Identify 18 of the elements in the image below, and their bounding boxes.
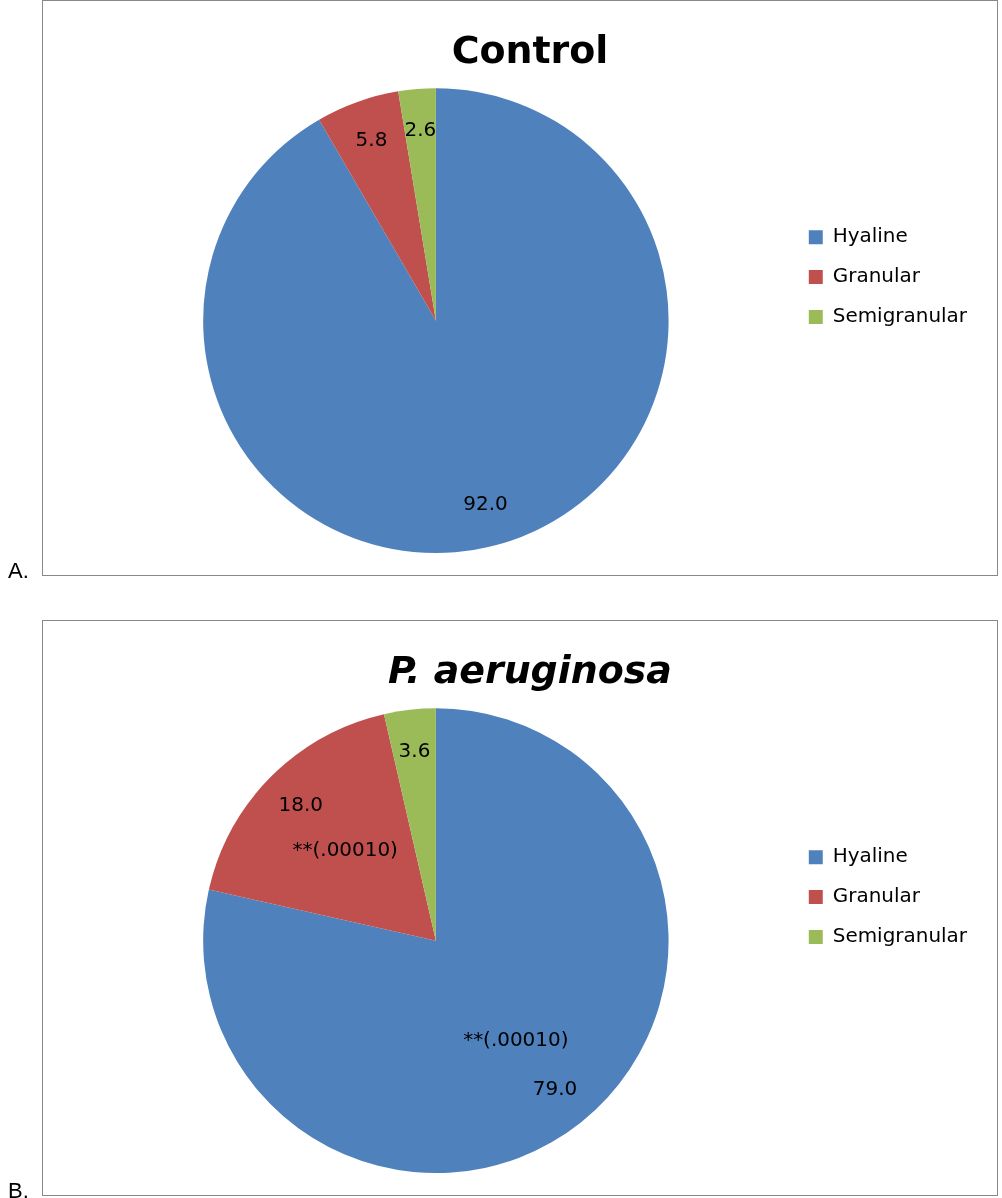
legend-label: Granular — [832, 883, 921, 908]
chart-title: P. aeruginosa — [388, 648, 672, 693]
text: A. — [8, 558, 29, 584]
data-label: 5.8 — [355, 127, 388, 152]
data-label: 18.0 — [278, 792, 323, 817]
data-label: 3.6 — [398, 737, 431, 762]
legend-label: Hyaline — [832, 223, 908, 248]
text: B. — [8, 1178, 29, 1198]
legend-label: Hyaline — [832, 843, 908, 868]
legend-label: Semigranular — [832, 923, 968, 948]
data-label: 92.0 — [463, 490, 508, 515]
text: **(.00010) — [463, 1026, 569, 1051]
legend-label: Granular — [832, 263, 921, 288]
legend-label: Semigranular — [832, 303, 968, 328]
chart-title: Control — [451, 28, 609, 73]
data-label: 2.6 — [404, 116, 437, 141]
text: **(.00010) — [292, 836, 398, 861]
data-label: 79.0 — [532, 1075, 578, 1100]
